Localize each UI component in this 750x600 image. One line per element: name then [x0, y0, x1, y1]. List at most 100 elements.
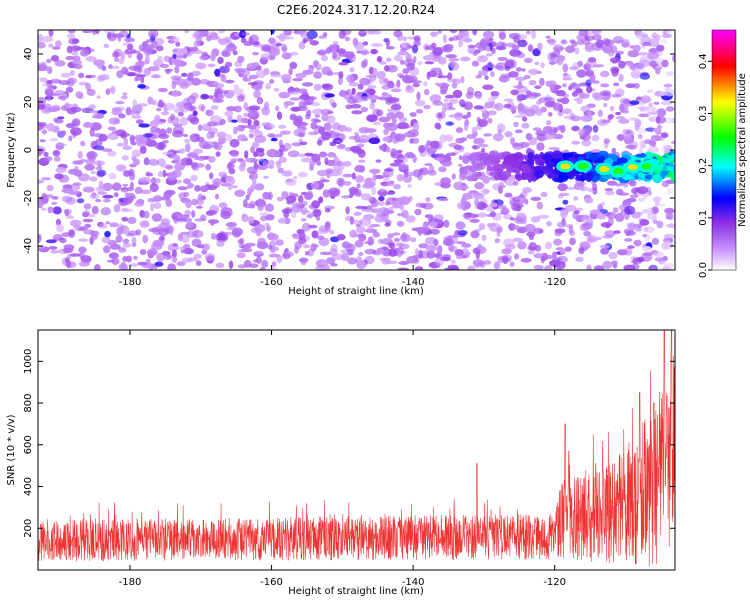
spectrogram-noise-cell — [382, 183, 395, 187]
spectrogram-noise-cell — [297, 171, 308, 178]
spectrogram-noise-cell — [316, 50, 326, 55]
spectrogram-noise-cell — [660, 203, 665, 207]
spectrogram-noise-cell — [560, 210, 568, 219]
spectrogram-noise-cell — [298, 231, 306, 241]
spectrogram-noise-cell — [297, 105, 308, 112]
spectrogram-noise-cell — [276, 196, 284, 202]
spectrogram-noise-cell — [462, 115, 469, 119]
spectrogram-noise-cell — [101, 236, 111, 244]
spectrogram-noise-cell — [324, 221, 331, 228]
spectrogram-noise-cell — [608, 251, 618, 260]
spectrogram-noise-cell — [60, 72, 72, 78]
spectrogram-peak — [599, 166, 610, 173]
spectrogram-noise-cell — [94, 133, 103, 138]
spectrogram-noise-cell — [393, 54, 403, 62]
spectrogram-noise-cell — [136, 52, 143, 61]
spectrogram-noise-cell — [155, 108, 162, 112]
spectrogram-noise-cell — [179, 104, 190, 113]
spectrogram-noise-cell — [395, 111, 404, 119]
spectrogram-noise-cell — [467, 44, 477, 49]
spectrogram-noise-cell — [660, 39, 667, 44]
spectrogram-noise-cell — [458, 177, 464, 181]
spectrogram-noise-cell — [360, 193, 372, 201]
spectrogram-noise-cell — [331, 53, 342, 61]
spectrogram-noise-cell — [383, 122, 389, 129]
spectrogram-noise-cell — [610, 66, 620, 74]
spectrogram-noise-cell — [95, 112, 104, 119]
spectrogram-noise-cell — [418, 145, 426, 153]
spectrogram-noise-cell — [476, 201, 487, 211]
spectrogram-noise-cell — [41, 129, 47, 135]
spectrogram-noise-cell — [503, 238, 515, 247]
spectrogram-noise-cell — [151, 213, 163, 222]
spectrogram-noise-cell — [597, 118, 609, 127]
spectrogram-noise-cell — [130, 141, 137, 146]
spectrogram-noise-cell — [332, 164, 345, 171]
spectrogram-noise-cell — [603, 138, 611, 144]
spectrogram-noise-cell — [78, 246, 87, 254]
spectrogram-noise-cell — [359, 30, 367, 34]
spectrogram-noise-cell — [326, 115, 336, 124]
spectrogram-noise-cell — [606, 211, 617, 220]
spectrogram-noise-cell — [111, 257, 120, 265]
spectrogram-noise-cell — [492, 133, 504, 142]
spectrogram-noise-cell — [504, 98, 514, 102]
spectrogram-noise-cell — [634, 118, 642, 128]
spectrogram-noise-cell — [115, 235, 123, 243]
spectrogram-noise-cell — [384, 170, 389, 177]
spectrogram-noise-cell — [89, 48, 95, 52]
spectrogram-noise-cell — [249, 34, 259, 44]
spectrogram-noise-cell — [338, 71, 344, 80]
spectrogram-noise-cell — [268, 253, 280, 258]
spectrogram-noise-cell — [453, 144, 462, 151]
spectrogram-noise-cell — [573, 196, 578, 201]
spectrogram-noise-cell — [230, 158, 239, 162]
spectrogram-noise-cell — [555, 89, 566, 97]
spectrogram-noise-cell — [321, 260, 328, 266]
spectrogram-noise-cell — [312, 209, 322, 218]
spectrogram-noise-cell — [346, 88, 352, 94]
spectrogram-noise-cell — [308, 160, 316, 167]
spectrogram-noise-cell — [401, 42, 407, 48]
spectrogram-noise-cell — [210, 235, 219, 240]
spectrogram-noise-cell — [138, 176, 151, 184]
spectrogram-noise-cell — [38, 203, 44, 209]
spectrogram-noise-cell — [540, 106, 547, 113]
spectrogram-noise-cell — [243, 112, 249, 118]
spectrogram-noise-cell — [627, 62, 636, 68]
spectrogram-noise-cell — [459, 99, 466, 107]
spectrogram-noise-cell — [95, 30, 100, 35]
spectrogram-noise-cell — [376, 70, 386, 80]
spectrogram-noise-cell — [447, 78, 458, 83]
spectrogram-noise-cell — [244, 150, 249, 159]
spectrogram-noise-cell — [154, 261, 164, 267]
spectrogram-noise-cell — [358, 252, 364, 256]
spectrogram-signal-cell — [588, 153, 601, 161]
spectrogram-noise-cell — [78, 81, 90, 86]
spectrogram-noise-cell — [205, 184, 218, 190]
spectrogram-noise-cell — [278, 33, 287, 42]
spectrogram-noise-cell — [103, 43, 110, 49]
spectrogram-noise-cell — [167, 263, 177, 270]
spectrogram-noise-cell — [494, 102, 504, 111]
spectrogram-noise-cell — [40, 194, 49, 203]
spectrogram-noise-cell — [368, 129, 374, 134]
spectrogram-noise-cell — [383, 176, 390, 183]
spectrogram-noise-cell — [137, 261, 148, 266]
spectrogram-noise-cell — [48, 246, 58, 250]
spectrogram-noise-cell — [275, 133, 283, 138]
spectrogram-noise-cell — [437, 82, 450, 89]
spectrogram-noise-cell — [150, 177, 157, 185]
spectrogram-noise-cell — [147, 30, 159, 39]
spectrogram-noise-cell — [216, 131, 227, 139]
spectrogram-noise-cell — [82, 212, 89, 218]
spectrogram-noise-cell — [489, 211, 496, 218]
spectrogram-noise-cell — [375, 174, 384, 180]
spectrogram-noise-cell — [38, 64, 48, 72]
spectrogram-noise-cell — [511, 44, 520, 50]
spectrogram-noise-cell — [121, 216, 129, 222]
spectrogram-noise-cell — [615, 111, 621, 116]
spectrogram-noise-cell — [600, 83, 610, 88]
spectrogram-noise-cell — [599, 90, 612, 97]
spectrogram-noise-cell — [191, 70, 202, 77]
